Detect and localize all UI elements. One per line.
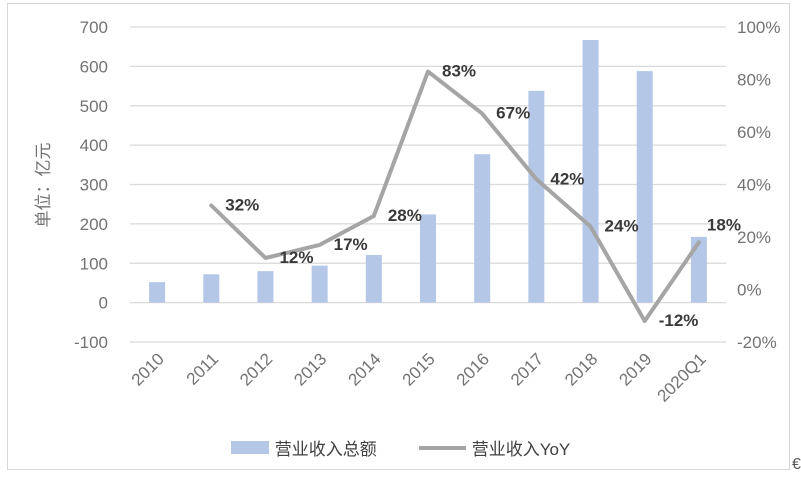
- yoy-line: [209, 69, 701, 323]
- right-axis-tick: 20%: [737, 228, 771, 247]
- x-axis-tick: 2019: [615, 349, 655, 389]
- revenue-bar: [474, 154, 491, 303]
- revenue-bar: [149, 282, 166, 303]
- x-axis-tick: 2011: [183, 349, 222, 388]
- left-axis-tick: 600: [80, 57, 108, 76]
- x-axis-tick: 2014: [344, 349, 384, 389]
- legend-entry-yoy: 营业收入YoY: [418, 435, 571, 460]
- left-axis-tick: 700: [80, 18, 108, 37]
- revenue-bar-series: [149, 39, 707, 303]
- line-swatch-icon: [418, 445, 466, 450]
- revenue-bar: [203, 274, 220, 303]
- clipped-euro-glyph: €: [792, 456, 801, 473]
- left-axis-tick: 100: [80, 254, 108, 273]
- revenue-bar: [257, 271, 274, 303]
- legend-label-revenue: 营业收入总额: [274, 440, 377, 459]
- yoy-data-label: 67%: [496, 104, 530, 123]
- yoy-data-label: 17%: [334, 235, 368, 254]
- left-axis-tick: 0: [99, 294, 108, 313]
- left-axis-tick-labels: 700 600 500 400 300 200 100 0 -100: [74, 18, 108, 352]
- yoy-data-label: 12%: [279, 248, 313, 267]
- yoy-data-label: 18%: [707, 215, 741, 234]
- chart-frame-border: [7, 3, 790, 470]
- yoy-data-label: 83%: [442, 62, 476, 81]
- x-axis-tick: 2016: [453, 349, 493, 389]
- yoy-data-label: -12%: [659, 311, 699, 330]
- x-axis-tick: 2012: [236, 349, 276, 389]
- yoy-data-label: 32%: [225, 196, 259, 215]
- left-axis-title: 单位：亿元: [34, 143, 53, 228]
- left-axis-tick: 400: [80, 136, 108, 155]
- x-axis-tick-labels: 2010 2011 2012 2013 2014 2015 2016 2017 2018 2019…: [128, 349, 710, 405]
- legend-entry-revenue: 营业收入总额: [230, 435, 377, 460]
- revenue-bar: [365, 254, 382, 303]
- x-axis-tick: 2010: [128, 349, 168, 389]
- revenue-bar: [528, 90, 545, 303]
- right-axis-tick: 80%: [737, 71, 771, 90]
- bar-swatch-icon: [230, 441, 269, 454]
- x-axis-tick: 2020Q1: [654, 349, 710, 405]
- right-axis-tick: 60%: [737, 123, 771, 142]
- chart-legend: 营业收入总额 营业收入YoY: [0, 435, 801, 460]
- left-axis-tick: -100: [74, 333, 108, 352]
- revenue-bar: [690, 236, 707, 303]
- x-axis-tick: 2013: [290, 349, 330, 389]
- revenue-bar: [636, 71, 653, 303]
- right-axis-tick: 0%: [737, 281, 762, 300]
- yoy-line-series: [209, 69, 701, 323]
- yoy-data-labels: 32% 12% 17% 28% 83% 67% 42% 24% -12% 18%: [225, 62, 741, 330]
- revenue-bar: [582, 39, 599, 303]
- x-axis-tick: 2017: [507, 349, 547, 389]
- gridlines: [130, 26, 726, 343]
- x-axis-tick: 2018: [561, 349, 601, 389]
- left-axis-tick: 300: [80, 176, 108, 195]
- left-axis-tick: 500: [80, 97, 108, 116]
- right-axis-tick: 40%: [737, 176, 771, 195]
- right-axis-tick-labels: 100% 80% 60% 40% 20% 0% -20%: [737, 18, 780, 352]
- yoy-data-label: 42%: [550, 169, 584, 188]
- yoy-data-label: 24%: [605, 217, 639, 236]
- left-axis-tick: 200: [80, 215, 108, 234]
- legend-label-yoy: 营业收入YoY: [471, 440, 571, 459]
- revenue-bar: [311, 265, 328, 303]
- right-axis-tick: 100%: [737, 18, 780, 37]
- yoy-data-label: 28%: [388, 206, 422, 225]
- right-axis-tick: -20%: [737, 333, 777, 352]
- x-axis-tick: 2015: [399, 349, 439, 389]
- revenue-bar: [420, 214, 436, 303]
